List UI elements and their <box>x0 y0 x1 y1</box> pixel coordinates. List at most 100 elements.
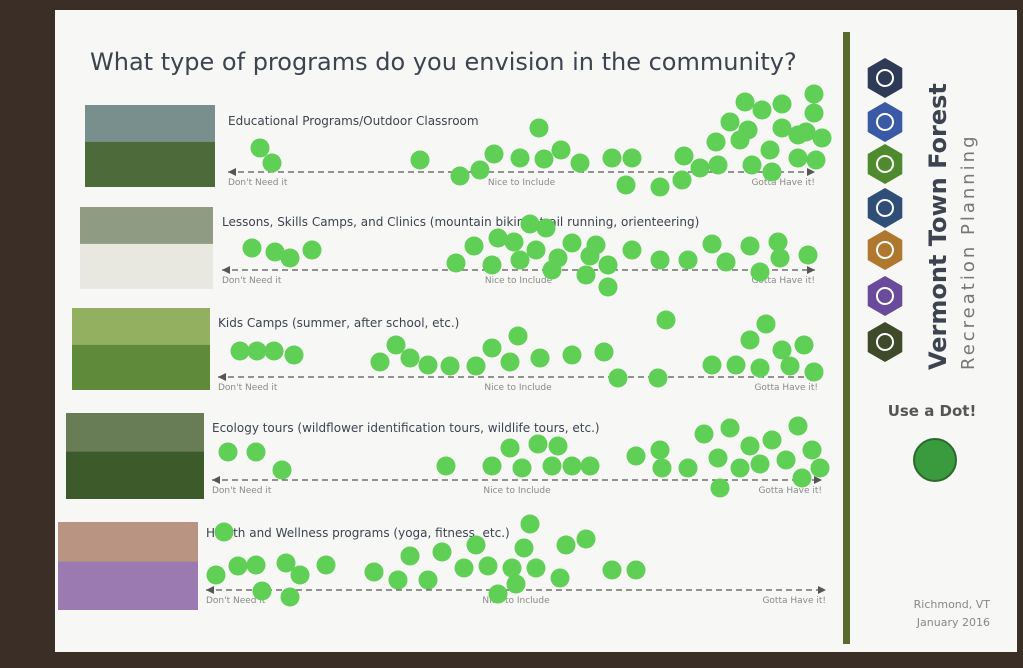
vote-dot <box>526 240 546 260</box>
program-photo-detail <box>58 522 198 562</box>
vote-dot <box>770 248 790 268</box>
vote-dot <box>484 144 504 164</box>
vote-dot <box>802 440 822 460</box>
vote-dot <box>548 436 568 456</box>
vote-dot <box>750 262 770 282</box>
vote-dot <box>265 242 285 262</box>
vote-dot <box>652 458 672 478</box>
vote-dot <box>276 553 296 573</box>
vote-dot <box>436 456 456 476</box>
vote-dot <box>446 253 466 273</box>
vote-dot <box>280 587 300 607</box>
vote-dot <box>570 153 590 173</box>
vote-dot <box>740 330 760 350</box>
icon-hex <box>867 230 903 270</box>
scale-label: Don't Need it <box>222 276 282 286</box>
vote-dot <box>218 442 238 462</box>
icon-hex <box>867 102 903 142</box>
vote-dot <box>740 436 760 456</box>
vote-dot <box>482 255 502 275</box>
vote-dot <box>702 355 722 375</box>
vote-dot <box>678 458 698 478</box>
vote-dot <box>432 542 452 562</box>
vote-dot <box>534 149 554 169</box>
scale-label: Nice to Include <box>488 178 556 188</box>
vote-dot <box>804 84 824 104</box>
vote-dot <box>246 442 266 462</box>
example-dot <box>913 438 957 482</box>
vote-dot <box>730 458 750 478</box>
vote-dot <box>708 448 728 468</box>
scale-label: Nice to Include <box>482 596 550 606</box>
scale-label: Gotta Have it! <box>762 596 826 606</box>
program-photo-detail <box>85 105 215 142</box>
scale-label: Gotta Have it! <box>758 486 822 496</box>
vote-dot <box>440 356 460 376</box>
icon-glyph <box>876 113 894 131</box>
vote-dot <box>598 277 618 297</box>
vote-dot <box>529 118 549 138</box>
vote-dot <box>602 148 622 168</box>
vote-dot <box>510 148 530 168</box>
vote-dot <box>482 456 502 476</box>
vote-dot <box>780 356 800 376</box>
vote-dot <box>788 416 808 436</box>
vote-dot <box>512 458 532 478</box>
vote-dot <box>228 556 248 576</box>
vote-dot <box>750 358 770 378</box>
date: January 2016 <box>916 616 990 629</box>
program-photo-detail <box>72 308 210 345</box>
vote-dot <box>576 265 596 285</box>
icon-glyph <box>876 333 894 351</box>
vote-dot <box>730 130 750 150</box>
scale-label: Nice to Include <box>483 486 551 496</box>
vote-dot <box>706 132 726 152</box>
vote-dot <box>214 522 234 542</box>
vote-dot <box>520 214 540 234</box>
vote-dot <box>656 310 676 330</box>
vote-dot <box>776 450 796 470</box>
vote-dot <box>400 348 420 368</box>
vote-dot <box>418 355 438 375</box>
vote-dot <box>720 418 740 438</box>
vote-dot <box>488 584 508 604</box>
vote-dot <box>760 140 780 160</box>
vote-dot <box>252 581 272 601</box>
vote-dot <box>710 478 730 498</box>
vote-dot <box>548 248 568 268</box>
vote-dot <box>672 170 692 190</box>
icon-hex <box>867 276 903 316</box>
vote-dot <box>650 250 670 270</box>
vote-dot <box>796 122 816 142</box>
vote-dot <box>716 252 736 272</box>
vote-dot <box>762 430 782 450</box>
icon-hex <box>867 58 903 98</box>
vote-dot <box>536 218 556 238</box>
vote-dot <box>650 440 670 460</box>
vote-dot <box>551 140 571 160</box>
icon-column <box>867 58 903 362</box>
scale-label: Nice to Include <box>485 276 553 286</box>
vote-dot <box>806 150 826 170</box>
vote-dot <box>388 570 408 590</box>
vote-dot <box>520 514 540 534</box>
vote-dot <box>678 250 698 270</box>
scale-label: Don't Need it <box>212 486 272 496</box>
vote-dot <box>804 103 824 123</box>
vote-dot <box>648 368 668 388</box>
vote-dot <box>586 235 606 255</box>
vote-dot <box>735 92 755 112</box>
vote-dot <box>616 175 636 195</box>
vote-dot <box>504 232 524 252</box>
vote-dot <box>500 438 520 458</box>
vote-dot <box>250 138 270 158</box>
vote-dot <box>302 240 322 260</box>
divider-bar <box>843 32 850 644</box>
scale-label: Don't Need it <box>218 383 278 393</box>
vote-dot <box>702 234 722 254</box>
icon-glyph <box>876 287 894 305</box>
sidebar-subtitle: Recreation Planning <box>958 133 979 370</box>
vote-dot <box>247 341 267 361</box>
vote-dot <box>742 155 762 175</box>
vote-dot <box>768 232 788 252</box>
